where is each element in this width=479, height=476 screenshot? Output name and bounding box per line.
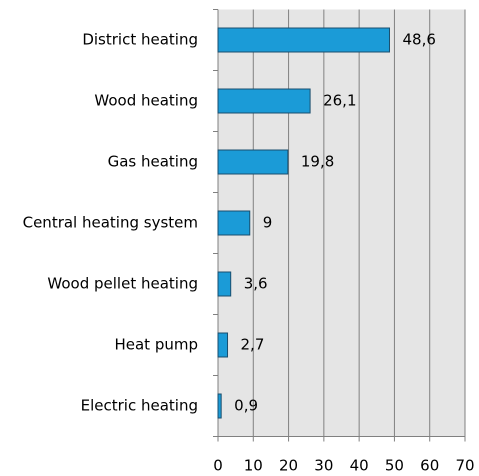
value-label: 48,6 [402,31,435,49]
y-tick-label: Central heating system [22,213,198,232]
bar [217,393,222,419]
y-tick-label: Electric heating [80,396,198,415]
y-tick-label: Wood heating [94,91,198,110]
value-label: 26,1 [323,92,356,110]
value-label: 0,9 [234,397,258,415]
bar [217,271,232,297]
value-label: 9 [263,214,273,232]
x-tick-label: 70 [455,457,474,475]
bar [217,88,311,114]
y-tick-label: Heat pump [114,335,198,354]
bar [217,27,390,53]
y-tick-label: Gas heating [107,152,198,171]
bar [217,210,251,236]
bar [217,332,229,358]
x-tick-label: 30 [314,457,333,475]
y-tick-label: District heating [82,30,198,49]
plot-background [218,9,465,437]
value-label: 2,7 [241,336,265,354]
bar [217,149,289,175]
x-tick-label: 20 [279,457,298,475]
y-tick-label: Wood pellet heating [47,274,198,293]
value-label: 3,6 [244,275,268,293]
x-tick-label: 10 [244,457,263,475]
x-tick-label: 50 [385,457,404,475]
x-tick-label: 60 [420,457,439,475]
x-tick-label: 0 [213,457,223,475]
x-tick-label: 40 [350,457,369,475]
value-label: 19,8 [301,153,334,171]
